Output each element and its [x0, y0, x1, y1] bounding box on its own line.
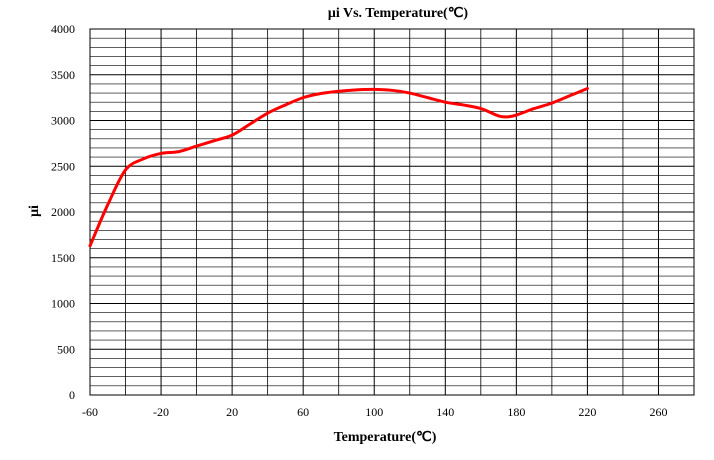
y-tick-label: 3500 [51, 68, 75, 82]
chart-title: μi Vs. Temperature(℃) [328, 6, 469, 21]
x-tick-labels: -60 -20 20 60 100 140 180 220 260 [82, 405, 667, 419]
x-tick-label: 260 [649, 405, 667, 419]
x-tick-label: -60 [82, 405, 98, 419]
x-tick-label: -20 [153, 405, 169, 419]
y-tick-label: 1500 [51, 251, 75, 265]
grid-minor [90, 29, 694, 395]
x-tick-label: 20 [226, 405, 238, 419]
series-line [88, 86, 589, 248]
x-tick-label: 60 [297, 405, 309, 419]
x-axis-title: Temperature(℃) [334, 430, 437, 445]
x-tick-label: 220 [578, 405, 596, 419]
x-tick-label: 140 [436, 405, 454, 419]
y-tick-label: 1000 [51, 297, 75, 311]
y-axis-title: μi [27, 205, 42, 217]
y-tick-label: 3000 [51, 114, 75, 128]
y-tick-label: 4000 [51, 22, 75, 36]
y-tick-label: 0 [69, 388, 75, 402]
y-tick-label: 500 [57, 342, 75, 356]
y-tick-label: 2000 [51, 205, 75, 219]
plot-frame [89, 28, 695, 396]
y-tick-labels: 0 500 1000 1500 2000 2500 3000 3500 4000 [51, 22, 75, 402]
x-tick-label: 180 [507, 405, 525, 419]
grid-major [90, 29, 694, 395]
x-tick-label: 100 [365, 405, 383, 419]
series-layer [88, 86, 589, 248]
y-tick-label: 2500 [51, 159, 75, 173]
